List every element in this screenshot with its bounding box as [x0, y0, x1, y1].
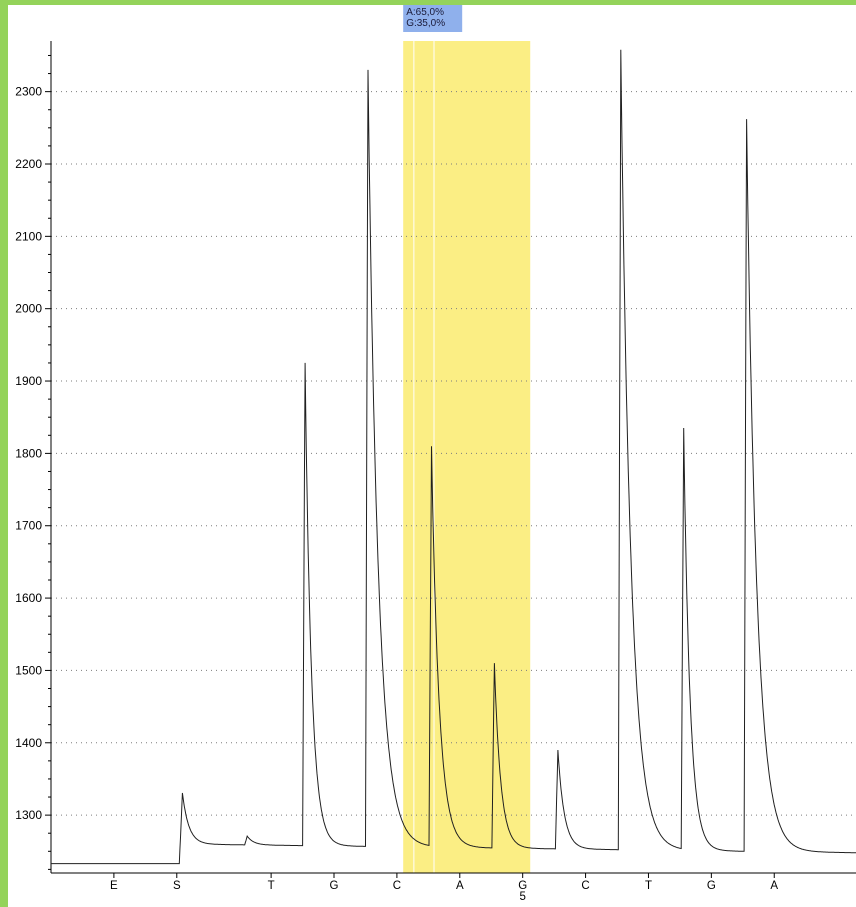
y-tick-label: 2200	[15, 157, 42, 171]
dispensation-label: T	[268, 880, 275, 892]
highlight-layer	[403, 41, 531, 873]
dispensation-label: T	[645, 880, 652, 892]
y-tick-label: 1500	[15, 663, 42, 677]
dispensation-label: C	[393, 880, 401, 892]
y-tick-label: 1900	[15, 374, 42, 388]
y-tick-label: 2000	[15, 302, 42, 316]
dispensation-label: S	[173, 880, 181, 892]
grid-layer	[51, 91, 856, 816]
y-tick-label: 1800	[15, 446, 42, 460]
y-tick-label: 1700	[15, 519, 42, 533]
highlight-band	[403, 41, 531, 873]
y-tick-label: 2100	[15, 229, 42, 243]
dispensation-label: E	[110, 880, 118, 892]
annotation-text: G:35,0%	[406, 18, 445, 29]
axis-layer	[45, 41, 856, 878]
trace-layer	[51, 49, 856, 865]
dispensation-label: G	[707, 880, 716, 892]
y-tick-label: 1300	[15, 808, 42, 822]
dispensation-label: A	[770, 880, 778, 892]
annotation-box	[403, 5, 463, 32]
annotation-layer: A:65,0%G:35,0%	[403, 5, 463, 32]
y-tick-label: 2300	[15, 85, 42, 99]
label-layer: 1300 1400 1500 1600 1700 1800 1900 2000 2100 2200…	[15, 85, 778, 903]
pyrogram-chart: 1300 1400 1500 1600 1700 1800 1900 2000 2100 2200…	[15, 5, 856, 903]
dispensation-label: C	[581, 880, 589, 892]
y-tick-label: 1400	[15, 736, 42, 750]
signal-trace	[51, 49, 856, 865]
dispensation-label: G	[518, 880, 527, 892]
position-number-label: 5	[519, 891, 525, 903]
dispensation-label: A	[456, 880, 464, 892]
chart-canvas: 1300 1400 1500 1600 1700 1800 1900 2000 2100 2200…	[8, 5, 856, 907]
annotation-text: A:65,0%	[406, 7, 444, 18]
dispensation-label: G	[330, 880, 339, 892]
y-tick-label: 1600	[15, 591, 42, 605]
